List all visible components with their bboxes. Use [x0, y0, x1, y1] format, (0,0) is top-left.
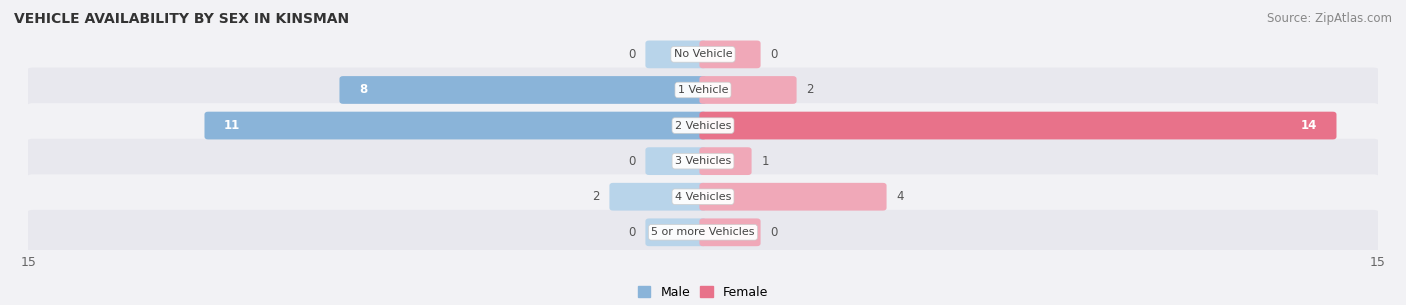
- FancyBboxPatch shape: [699, 112, 1337, 139]
- FancyBboxPatch shape: [25, 174, 1381, 219]
- FancyBboxPatch shape: [699, 41, 761, 68]
- Text: 1: 1: [762, 155, 769, 168]
- FancyBboxPatch shape: [339, 76, 707, 104]
- FancyBboxPatch shape: [25, 210, 1381, 255]
- Text: Source: ZipAtlas.com: Source: ZipAtlas.com: [1267, 12, 1392, 25]
- Text: 11: 11: [224, 119, 240, 132]
- Text: 0: 0: [628, 226, 636, 239]
- Text: 2 Vehicles: 2 Vehicles: [675, 120, 731, 131]
- Text: 5 or more Vehicles: 5 or more Vehicles: [651, 227, 755, 237]
- FancyBboxPatch shape: [699, 218, 761, 246]
- FancyBboxPatch shape: [25, 32, 1381, 77]
- FancyBboxPatch shape: [609, 183, 707, 210]
- Text: 0: 0: [628, 48, 636, 61]
- Text: 3 Vehicles: 3 Vehicles: [675, 156, 731, 166]
- FancyBboxPatch shape: [645, 147, 707, 175]
- FancyBboxPatch shape: [645, 41, 707, 68]
- Text: 0: 0: [770, 226, 778, 239]
- Text: 2: 2: [592, 190, 599, 203]
- Text: 0: 0: [770, 48, 778, 61]
- Text: 8: 8: [359, 84, 367, 96]
- Text: VEHICLE AVAILABILITY BY SEX IN KINSMAN: VEHICLE AVAILABILITY BY SEX IN KINSMAN: [14, 12, 349, 26]
- Legend: Male, Female: Male, Female: [633, 281, 773, 304]
- Text: 2: 2: [807, 84, 814, 96]
- Text: 1 Vehicle: 1 Vehicle: [678, 85, 728, 95]
- FancyBboxPatch shape: [25, 139, 1381, 184]
- FancyBboxPatch shape: [699, 183, 887, 210]
- FancyBboxPatch shape: [645, 218, 707, 246]
- FancyBboxPatch shape: [699, 76, 797, 104]
- Text: 4: 4: [897, 190, 904, 203]
- Text: No Vehicle: No Vehicle: [673, 49, 733, 59]
- Text: 0: 0: [628, 155, 636, 168]
- FancyBboxPatch shape: [25, 68, 1381, 112]
- Text: 14: 14: [1301, 119, 1317, 132]
- FancyBboxPatch shape: [204, 112, 707, 139]
- FancyBboxPatch shape: [25, 103, 1381, 148]
- Text: 4 Vehicles: 4 Vehicles: [675, 192, 731, 202]
- FancyBboxPatch shape: [699, 147, 752, 175]
